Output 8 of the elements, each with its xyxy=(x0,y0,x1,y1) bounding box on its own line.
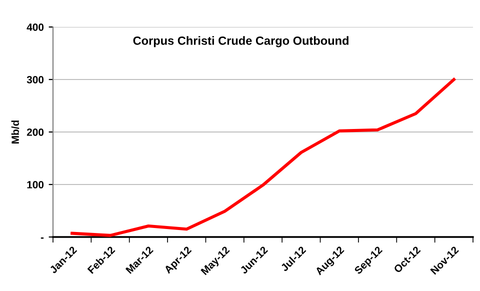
text: Corpus Christi Crude Cargo Outbound xyxy=(133,36,348,48)
y-tick-label: 400 xyxy=(26,24,44,31)
y-tick-label: 100 xyxy=(27,181,44,188)
y-tick-label: - xyxy=(40,237,44,239)
y-tick-label: 300 xyxy=(26,76,44,84)
line-series xyxy=(70,78,456,237)
y-axis-title: Mb/d xyxy=(11,120,20,144)
y-tick-label: 200 xyxy=(26,128,44,136)
